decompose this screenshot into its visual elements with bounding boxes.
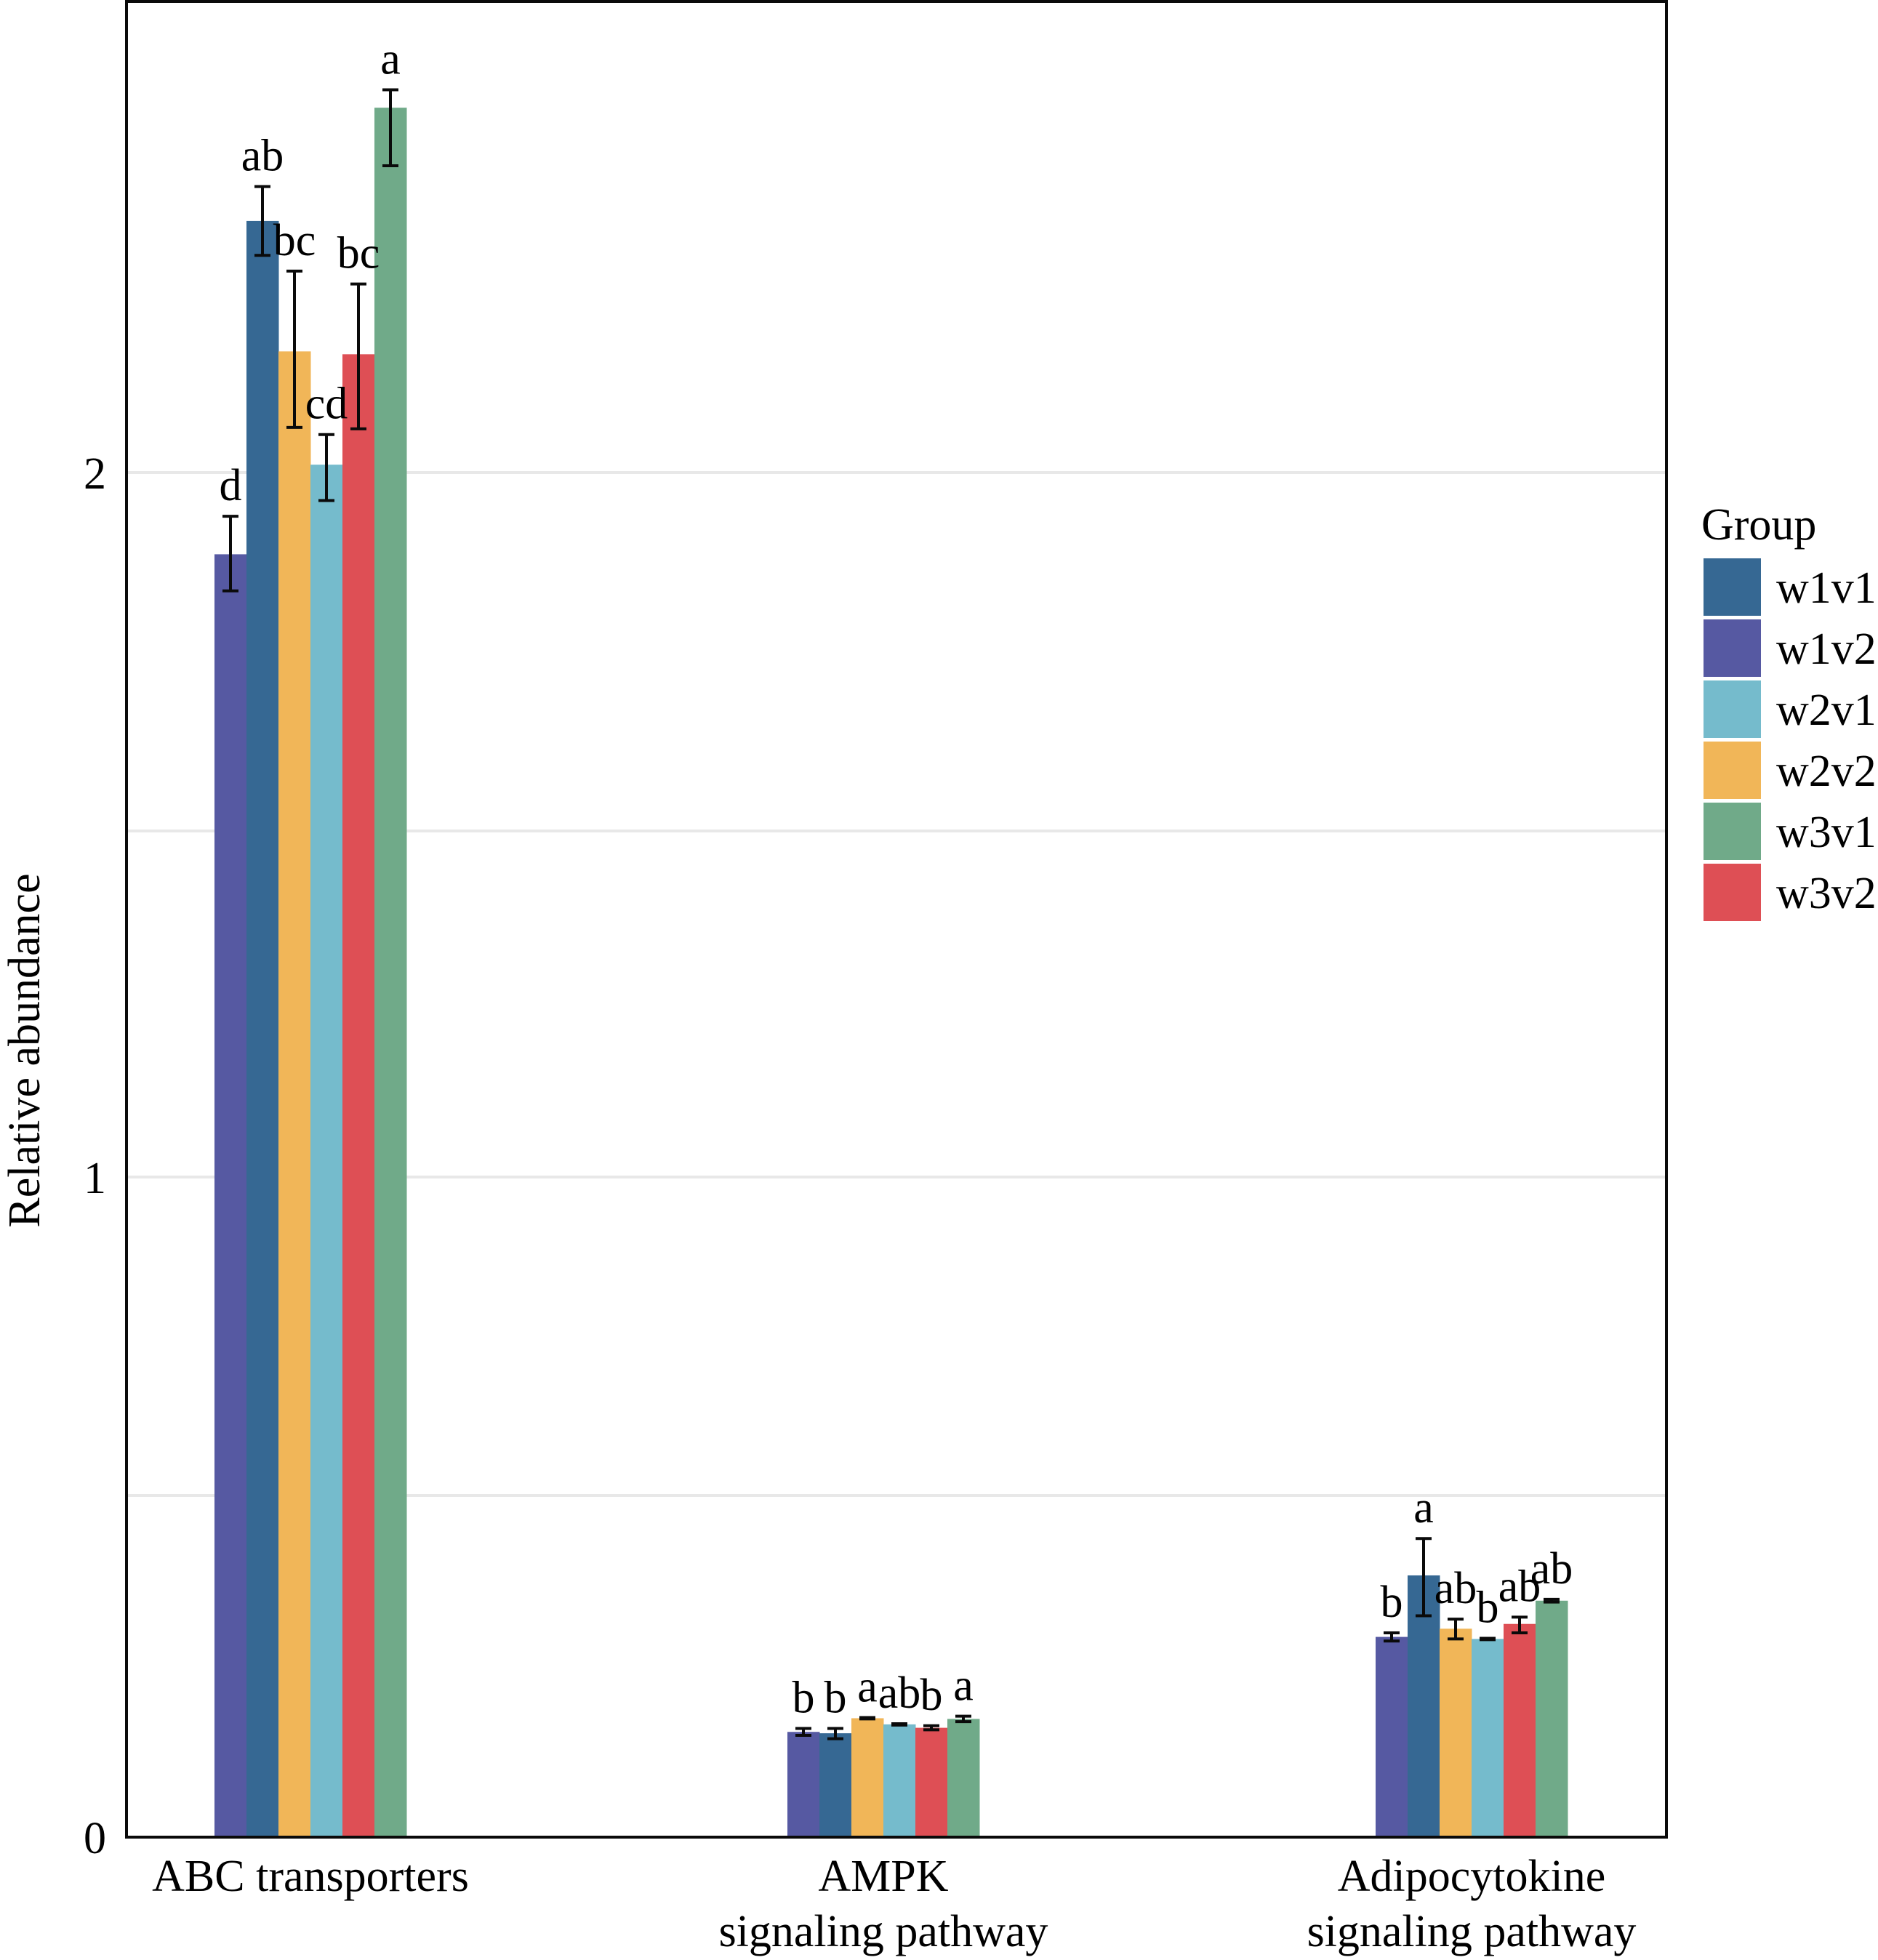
bar-w2v2 <box>851 1718 884 1837</box>
legend-entries: w1v1 w1v2 w2v1 w2v2 w3v1 w3v2 <box>1704 558 1877 921</box>
significance-letter: ab <box>241 132 284 181</box>
significance-letter: a <box>857 1663 878 1712</box>
bars <box>214 108 1568 1838</box>
significance-letter: a <box>953 1661 974 1711</box>
significance-letter: a <box>1413 1483 1434 1533</box>
bar-w3v1 <box>947 1719 980 1837</box>
legend-swatch <box>1704 680 1761 738</box>
error-bar-w3v2 <box>1512 1615 1528 1634</box>
bar-w3v1 <box>374 108 407 1838</box>
x-category-label: ABC transporters <box>152 1852 469 1901</box>
bar-w1v2 <box>1376 1636 1408 1837</box>
bar-w2v2 <box>278 351 311 1838</box>
legend-swatch <box>1704 558 1761 616</box>
error-bar-w1v1 <box>254 185 270 257</box>
bar-w1v1 <box>1408 1575 1440 1837</box>
significance-letter: ab <box>1498 1562 1541 1611</box>
legend-item-w2v2: w2v2 <box>1704 742 1877 799</box>
bar-w1v2 <box>787 1732 820 1837</box>
bar-w1v1 <box>819 1733 852 1837</box>
legend-label: w2v2 <box>1776 747 1877 796</box>
legend-item-w1v2: w1v2 <box>1704 619 1877 677</box>
y-tick-label: 1 <box>84 1154 106 1203</box>
bar-w2v1 <box>310 465 343 1837</box>
bar-w1v2 <box>214 554 247 1837</box>
legend-item-w3v2: w3v2 <box>1704 864 1877 921</box>
bar-w2v1 <box>883 1724 916 1837</box>
significance-letter: b <box>792 1674 815 1723</box>
legend-label: w3v2 <box>1776 869 1877 918</box>
error-bar-w2v2 <box>859 1716 875 1721</box>
significance-letter: b <box>1477 1583 1499 1632</box>
error-bar-w2v2 <box>1448 1618 1464 1641</box>
error-bar-w3v1 <box>1544 1597 1560 1604</box>
error-bar-w2v1 <box>318 433 334 502</box>
error-bar-w1v2 <box>795 1727 811 1737</box>
bar-w2v1 <box>1472 1639 1504 1837</box>
error-bar-w3v1 <box>955 1714 971 1724</box>
significance-letter: ab <box>1434 1564 1477 1613</box>
significance-letter: cd <box>305 379 348 429</box>
error-bar-w1v2 <box>1384 1631 1400 1643</box>
plot-panel-border <box>125 0 1668 1839</box>
significance-letter: bc <box>273 216 316 265</box>
significance-letter: ab <box>878 1668 921 1718</box>
bar-w2v2 <box>1440 1628 1472 1837</box>
error-bar-w2v1 <box>891 1722 907 1727</box>
legend-swatch <box>1704 864 1761 921</box>
significance-letter: bc <box>337 229 380 278</box>
bar-w3v2 <box>915 1727 948 1837</box>
bar-w3v1 <box>1536 1600 1568 1837</box>
significance-letter: b <box>1381 1578 1403 1627</box>
legend-swatch <box>1704 803 1761 860</box>
legend-item-w1v1: w1v1 <box>1704 558 1877 616</box>
legend-label: w2v1 <box>1776 686 1877 735</box>
legend: Group w1v1 w1v2 w2v1 w2v2 w3v1 w3v2 <box>1701 500 1877 921</box>
x-category-label: AMPK <box>818 1852 948 1901</box>
significance-letter: b <box>824 1674 847 1723</box>
legend-item-w2v1: w2v1 <box>1704 680 1877 738</box>
error-bars <box>222 88 1560 1740</box>
y-axis-title: Relative abundance <box>0 873 49 1227</box>
legend-swatch <box>1704 619 1761 677</box>
significance-letter: b <box>920 1671 943 1720</box>
significance-letter: d <box>220 461 242 510</box>
legend-label: w3v1 <box>1776 808 1877 857</box>
y-tick-label: 2 <box>84 449 106 499</box>
error-bar-w1v2 <box>222 515 238 593</box>
y-axis-ticks: 0 1 2 <box>84 449 106 1863</box>
x-category-label: Adipocytokine <box>1338 1852 1606 1901</box>
y-tick-label: 0 <box>84 1814 106 1863</box>
legend-label: w1v2 <box>1776 624 1877 674</box>
legend-item-w3v1: w3v1 <box>1704 803 1877 860</box>
error-bar-w3v2 <box>923 1724 939 1732</box>
significance-letter: a <box>380 34 401 84</box>
error-bar-w1v1 <box>1416 1537 1432 1618</box>
x-category-label-line2: signaling pathway <box>1307 1907 1637 1956</box>
significance-letter: ab <box>1530 1544 1573 1594</box>
error-bar-w3v2 <box>350 282 366 430</box>
error-bar-w3v1 <box>382 88 398 167</box>
legend-swatch <box>1704 742 1761 799</box>
bar-w3v2 <box>342 354 375 1837</box>
x-category-label-line2: signaling pathway <box>719 1907 1048 1956</box>
bar-w3v2 <box>1504 1623 1536 1837</box>
legend-title: Group <box>1701 500 1816 550</box>
error-bar-w1v1 <box>827 1727 843 1740</box>
legend-label: w1v1 <box>1776 563 1877 613</box>
error-bar-w2v1 <box>1480 1636 1496 1642</box>
x-axis-labels: ABC transporters AMPK signaling pathway Adi… <box>152 1852 1636 1956</box>
error-bar-w2v2 <box>286 269 302 429</box>
bar-w1v1 <box>246 220 279 1837</box>
